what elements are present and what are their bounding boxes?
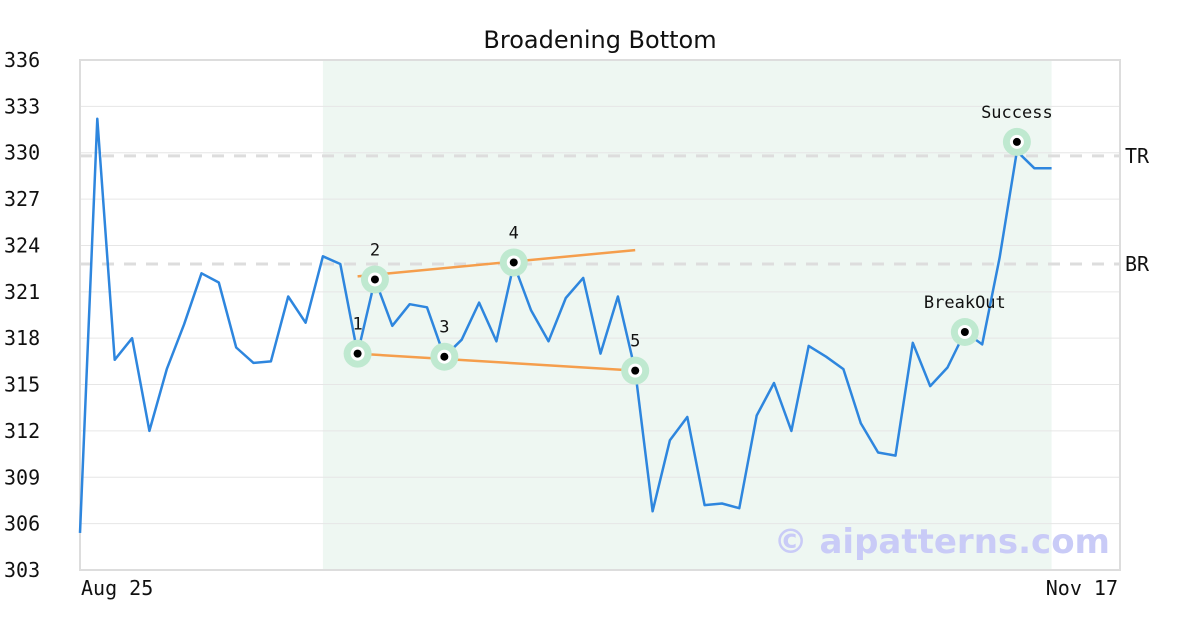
plot-frame: [79, 59, 1121, 571]
point-dot: [960, 328, 969, 336]
point-dot: [1012, 137, 1021, 146]
y-tick-label: 327: [4, 187, 40, 211]
pattern-points: 1 2 3 4 5 BreakOut Success: [343, 103, 1053, 385]
point-dot: [631, 366, 640, 375]
y-axis-ticks: 336 333 330 327 324 321 318 315 312 309 306 303: [4, 48, 40, 582]
point-dot: [370, 275, 379, 284]
point-dot: [509, 258, 518, 267]
y-tick-label: 318: [4, 326, 40, 350]
point-label: BreakOut: [924, 293, 1006, 313]
point-label: 2: [370, 240, 380, 260]
x-tick-label: Aug 25: [81, 576, 153, 600]
watermark: © aipatterns.com: [774, 522, 1110, 562]
y-tick-label: 315: [4, 373, 40, 397]
y-tick-label: 330: [4, 141, 40, 165]
point-label: 5: [630, 332, 640, 352]
point-label: 1: [352, 315, 362, 335]
point-dot: [353, 349, 362, 358]
y-tick-label: 333: [4, 94, 40, 118]
y-tick-label: 336: [4, 48, 40, 72]
chart-title: Broadening Bottom: [483, 26, 716, 54]
trendline: [357, 352, 636, 372]
y-tick-label: 309: [4, 465, 40, 489]
trendline: [357, 248, 636, 278]
point-label: 4: [509, 223, 519, 243]
y-tick-label: 303: [4, 558, 40, 582]
y-tick-label: 321: [4, 280, 40, 304]
level-label: BR: [1125, 252, 1150, 276]
x-tick-label: Nov 17: [1046, 576, 1118, 600]
point-dot: [440, 352, 449, 361]
pattern-region: [322, 60, 1052, 570]
x-axis-ticks: Aug 25 Nov 17: [81, 576, 1118, 600]
point-label: Success: [981, 103, 1053, 123]
y-tick-label: 324: [4, 233, 40, 257]
level-label: TR: [1125, 144, 1150, 168]
y-tick-label: 312: [4, 419, 40, 443]
trendlines: [357, 248, 636, 372]
level-lines: TR BR: [80, 144, 1150, 276]
price-line: [78, 117, 1052, 533]
point-label: 3: [439, 318, 449, 338]
y-tick-label: 306: [4, 512, 40, 536]
